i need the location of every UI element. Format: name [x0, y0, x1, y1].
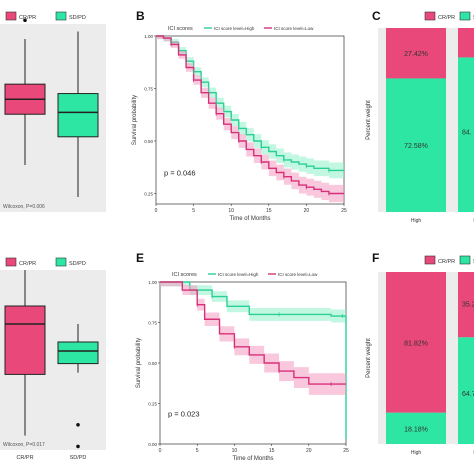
legend-crpr-label: CR/PR [438, 259, 455, 265]
x-tick-label: 15 [269, 448, 275, 454]
bar-label-crpr: 81.82% [404, 340, 428, 347]
y-tick-label: 0.75 [144, 87, 153, 92]
legend-sdpd-D-key [55, 257, 67, 267]
stat-annotation-D: Wilcoxon, P=0.017 [3, 442, 45, 448]
bar-label-crpr: 27.42% [404, 51, 428, 58]
panel-label-E: E [136, 251, 144, 265]
legend-crpr-A-key [5, 11, 17, 21]
legend-sdpd-D-label: SD/PD [69, 261, 86, 267]
legend-crpr-key [424, 11, 436, 21]
x-tick-label: 10 [232, 448, 238, 454]
x-tick-label: 25 [343, 448, 349, 454]
y-tick-label: 0.50 [148, 361, 157, 366]
y-tick-label: 1.00 [144, 34, 153, 39]
x-tick-label: High [411, 450, 422, 456]
x-tick-label: CR/PR [16, 455, 33, 461]
y-tick-label: 0.25 [144, 192, 153, 197]
x-axis-label: Time of Months [229, 216, 270, 222]
y-axis-label: Percent weight [366, 338, 372, 378]
x-tick-label: High [411, 218, 422, 224]
outlier-point [23, 18, 27, 23]
y-tick-label: 0.50 [144, 139, 153, 144]
x-axis-label: Time of Months [232, 456, 273, 462]
survival-curve-1 [160, 281, 346, 385]
legend-sdpd-key [459, 11, 471, 21]
legend-crpr-label: CR/PR [438, 15, 455, 21]
y-tick-label: 1.00 [148, 280, 157, 285]
bar-segment-sdpd-2 [458, 57, 474, 212]
x-tick-label: 5 [196, 448, 199, 454]
x-tick-label: 25 [341, 208, 347, 214]
legend-title: ICI scores [168, 26, 193, 32]
stat-annotation-A: Wilcoxon, P=0.006 [3, 204, 45, 210]
y-axis-label: Survival probability [132, 95, 138, 145]
legend-crpr-A-label: CR/PR [19, 15, 36, 21]
legend-label-low: ICI score level=Low [278, 272, 318, 277]
outlier-point [76, 423, 80, 427]
box-0 [4, 305, 46, 375]
plot-panel-B [155, 35, 345, 205]
bar-label-partial: 64.7 [462, 391, 474, 398]
panel-label-F: F [372, 251, 379, 265]
bar-label-sdpd: 18.18% [404, 426, 428, 433]
bar-segment-crpr [386, 28, 446, 79]
legend-label-high: ICI score level=High [214, 26, 255, 31]
bar-segment-crpr-2 [458, 272, 474, 338]
legend-sdpd-key [459, 255, 471, 265]
bar-segment-sdpd [386, 78, 446, 213]
legend-crpr-D-label: CR/PR [19, 261, 36, 267]
p-value-annotation: p = 0.023 [168, 409, 200, 418]
p-value-annotation: p = 0.046 [164, 168, 196, 177]
legend-sdpd-A-label: SD/PD [69, 15, 86, 21]
y-tick-label: 0.75 [148, 321, 157, 326]
x-tick-label: 20 [306, 448, 312, 454]
bar-segment-sdpd [386, 412, 446, 444]
x-tick-label: 10 [228, 208, 234, 214]
outlier-point [76, 444, 80, 449]
legend-title: ICI scores [172, 272, 197, 278]
bar-segment-sdpd-2 [458, 337, 474, 444]
legend-sdpd-A-key [55, 11, 67, 21]
x-tick-label: 0 [159, 448, 162, 454]
legend-crpr-key [424, 255, 436, 265]
bar-label-partial: 84. [462, 130, 472, 137]
bar-label-partial: 35.2 [462, 301, 474, 308]
bar-label-sdpd: 72.58% [404, 143, 428, 150]
y-axis-label: Percent weight [366, 100, 372, 140]
legend-crpr-D-key [5, 257, 17, 267]
x-tick-label: 20 [304, 208, 310, 214]
y-tick-label: 0.25 [148, 402, 157, 407]
box-1 [57, 93, 99, 138]
x-tick-label: 15 [266, 208, 272, 214]
panel-label-C: C [372, 9, 381, 23]
x-tick-label: 5 [192, 208, 195, 214]
x-tick-label: SD/PD [70, 455, 87, 461]
y-axis-label: Survival probability [136, 338, 142, 388]
bar-segment-crpr [386, 272, 446, 413]
legend-label-high: ICI score level=High [218, 272, 259, 277]
box-1 [57, 341, 99, 365]
x-tick-label: 0 [155, 208, 158, 214]
ci-band-1 [156, 36, 344, 203]
legend-label-low: ICI score level=Low [274, 26, 314, 31]
bar-segment-crpr-2 [458, 28, 474, 58]
survival-curve-0 [160, 281, 347, 440]
ci-band-0 [156, 36, 344, 179]
panel-label-B: B [136, 9, 145, 23]
y-tick-label: 0.00 [148, 442, 157, 447]
